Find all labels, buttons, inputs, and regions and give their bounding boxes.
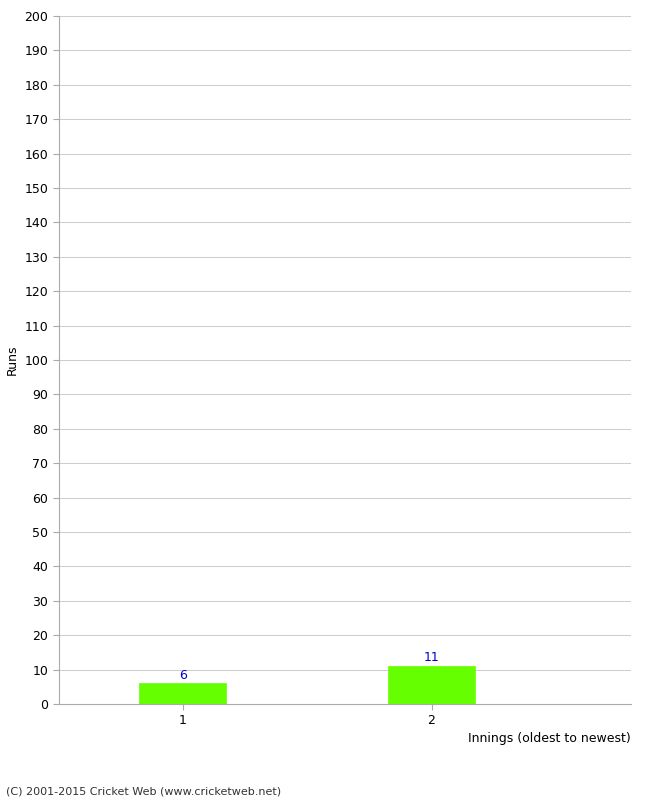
Bar [139, 683, 226, 704]
Bar [388, 666, 475, 704]
Text: Innings (oldest to newest): Innings (oldest to newest) [468, 732, 630, 745]
Text: 6: 6 [179, 669, 187, 682]
Text: 11: 11 [424, 651, 439, 665]
Text: (C) 2001-2015 Cricket Web (www.cricketweb.net): (C) 2001-2015 Cricket Web (www.cricketwe… [6, 786, 281, 796]
Y-axis label: Runs: Runs [6, 345, 19, 375]
